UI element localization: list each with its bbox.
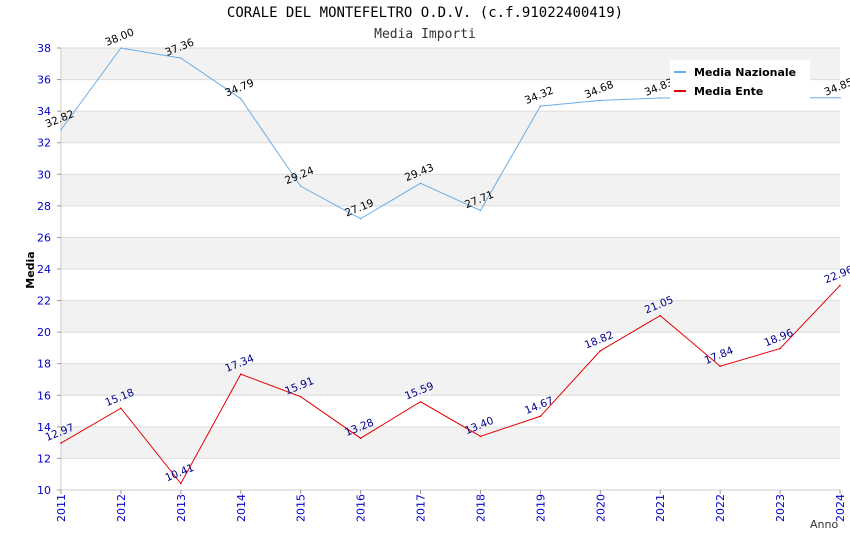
data-point bbox=[180, 57, 182, 59]
x-axis-title: Anno bbox=[810, 518, 838, 531]
y-tick-label: 24 bbox=[37, 263, 51, 276]
y-tick-label: 18 bbox=[37, 358, 51, 371]
grid-band bbox=[61, 332, 840, 364]
x-tick-label: 2018 bbox=[474, 494, 487, 522]
x-tick-label: 2013 bbox=[175, 494, 188, 522]
y-tick-label: 10 bbox=[37, 484, 51, 497]
data-point bbox=[239, 373, 242, 375]
grid-band bbox=[61, 142, 840, 175]
data-point bbox=[839, 284, 841, 287]
data-point bbox=[299, 185, 302, 188]
grid-band bbox=[61, 300, 840, 333]
data-label: 38.00 bbox=[104, 26, 136, 48]
data-point bbox=[659, 97, 662, 99]
legend-box bbox=[670, 60, 810, 100]
grid-band bbox=[61, 426, 840, 459]
grid-band bbox=[61, 363, 840, 396]
data-point bbox=[120, 407, 122, 410]
x-tick-label: 2022 bbox=[714, 494, 727, 522]
x-tick-label: 2014 bbox=[235, 494, 248, 522]
data-point bbox=[120, 47, 122, 49]
y-tick-label: 34 bbox=[37, 105, 51, 118]
y-tick-label: 26 bbox=[37, 231, 51, 244]
grid-band bbox=[61, 174, 840, 206]
chart-title: CORALE DEL MONTEFELTRO O.D.V. (c.f.91022… bbox=[226, 5, 624, 21]
x-tick-label: 2017 bbox=[415, 494, 428, 522]
data-point bbox=[599, 99, 602, 102]
series-line-1 bbox=[60, 285, 841, 485]
x-tick-label: 2019 bbox=[534, 494, 547, 522]
data-point bbox=[180, 482, 182, 485]
data-point bbox=[599, 349, 602, 352]
x-tick-label: 2020 bbox=[594, 494, 607, 522]
y-tick-label: 12 bbox=[37, 452, 51, 465]
y-tick-label: 20 bbox=[37, 326, 51, 339]
legend-label: Media Ente bbox=[694, 85, 763, 98]
y-tick-label: 16 bbox=[37, 389, 51, 402]
data-point bbox=[419, 182, 422, 185]
data-point bbox=[779, 347, 781, 350]
y-axis-title: Media bbox=[24, 251, 37, 288]
y-tick-label: 22 bbox=[37, 295, 51, 308]
y-tick-label: 32 bbox=[37, 137, 51, 150]
x-tick-label: 2023 bbox=[774, 494, 787, 522]
grid-band bbox=[61, 395, 840, 427]
y-tick-label: 14 bbox=[37, 421, 51, 434]
data-point bbox=[479, 435, 482, 438]
y-tick-label: 38 bbox=[37, 42, 51, 55]
chart-subtitle: Media Importi bbox=[374, 27, 476, 42]
data-point bbox=[359, 217, 362, 220]
data-point bbox=[539, 415, 542, 418]
data-point bbox=[60, 128, 62, 131]
data-point bbox=[359, 437, 362, 440]
grid-band bbox=[61, 111, 840, 143]
data-point bbox=[479, 209, 482, 212]
data-point bbox=[419, 400, 422, 403]
y-tick-label: 36 bbox=[37, 74, 51, 87]
data-point bbox=[60, 442, 62, 444]
data-point bbox=[539, 105, 542, 107]
data-point bbox=[239, 97, 242, 100]
grid-band bbox=[61, 269, 840, 301]
x-tick-label: 2012 bbox=[115, 494, 128, 522]
data-point bbox=[659, 314, 662, 317]
x-tick-label: 2024 bbox=[834, 494, 847, 522]
legend-label: Media Nazionale bbox=[694, 66, 796, 79]
grid-band bbox=[61, 205, 840, 238]
data-point bbox=[719, 365, 721, 368]
data-point bbox=[839, 96, 841, 99]
x-tick-label: 2011 bbox=[55, 494, 68, 522]
grid-band bbox=[61, 458, 840, 490]
x-tick-label: 2015 bbox=[295, 494, 308, 522]
grid-band bbox=[61, 237, 840, 269]
x-tick-label: 2016 bbox=[355, 494, 368, 522]
x-tick-label: 2021 bbox=[654, 494, 667, 522]
y-tick-label: 28 bbox=[37, 200, 51, 213]
data-point bbox=[299, 395, 302, 398]
y-tick-label: 30 bbox=[37, 168, 51, 181]
